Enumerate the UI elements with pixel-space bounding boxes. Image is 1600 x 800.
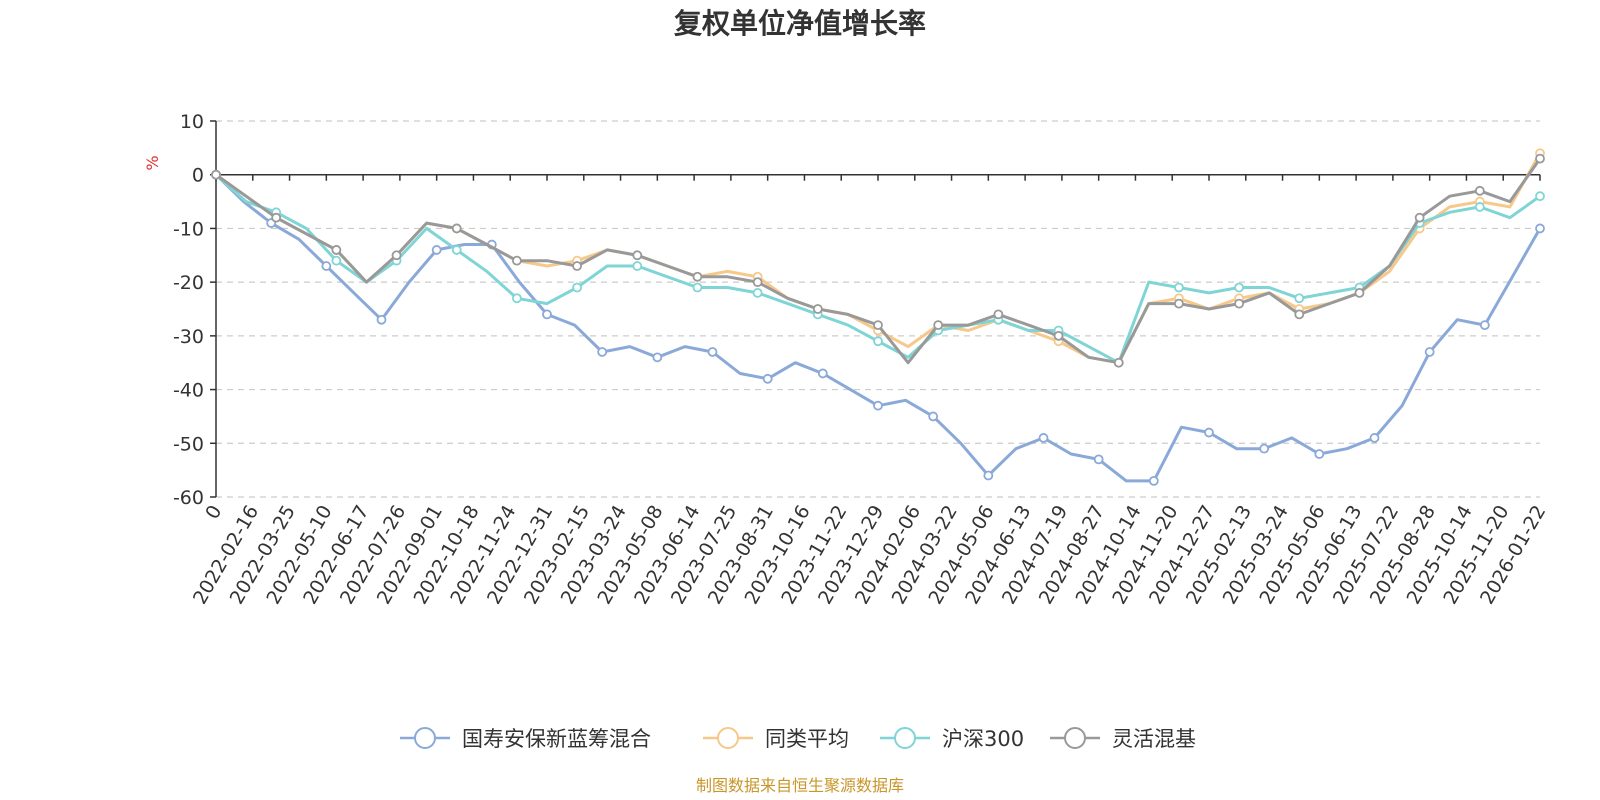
series-0-point-4 xyxy=(321,261,332,271)
legend-marker-2 xyxy=(894,727,916,749)
series-0-point-8 xyxy=(431,245,442,255)
series-0-point-24 xyxy=(873,400,883,411)
series-3-point-28 xyxy=(1053,330,1064,341)
series-3-point-18 xyxy=(752,277,763,288)
series-layer xyxy=(211,148,1545,486)
series-2-point-4 xyxy=(331,255,342,266)
series-2-point-16 xyxy=(692,282,703,293)
series-3-point-40 xyxy=(1414,212,1425,223)
series-0-point-40 xyxy=(1314,449,1325,459)
legend-label-1: 同类平均 xyxy=(765,727,849,751)
series-3-point-2 xyxy=(271,212,282,223)
series-0-point-20 xyxy=(762,373,773,384)
series-3-point-44 xyxy=(1535,153,1545,164)
legend-label-3: 灵活混基 xyxy=(1112,727,1196,751)
series-2-point-34 xyxy=(1234,282,1244,293)
series-0-point-48 xyxy=(1535,223,1545,234)
series-3-point-20 xyxy=(812,304,823,314)
series-0-point-42 xyxy=(1369,433,1380,443)
y-tick-label-5: -40 xyxy=(173,380,204,402)
series-3-point-10 xyxy=(512,255,522,266)
legend-item-3[interactable]: 灵活混基 xyxy=(1050,727,1196,751)
series-2-point-18 xyxy=(752,287,763,298)
axis-layer: 100-10-20-30-40-50-6002022-02-162022-03-… xyxy=(173,111,1550,608)
series-0-point-38 xyxy=(1259,443,1270,454)
y-tick-label-3: -20 xyxy=(173,272,204,294)
series-0-point-30 xyxy=(1038,433,1049,443)
y-tick-label-7: -60 xyxy=(173,487,204,509)
y-tick-label-4: -30 xyxy=(173,326,204,348)
series-2 xyxy=(211,169,1545,368)
series-3-point-8 xyxy=(451,223,462,234)
legend-item-1[interactable]: 同类平均 xyxy=(703,727,849,751)
series-2-point-14 xyxy=(632,261,643,271)
chart-title: 复权单位净值增长率 xyxy=(674,7,926,40)
series-1 xyxy=(211,148,1545,368)
series-3 xyxy=(211,153,1545,368)
series-2-point-12 xyxy=(572,282,582,293)
legend-label-2: 沪深300 xyxy=(942,727,1024,751)
y-tick-label-0: 10 xyxy=(180,111,204,133)
series-0-point-46 xyxy=(1479,320,1490,331)
series-0-point-34 xyxy=(1148,475,1159,486)
series-0-point-28 xyxy=(983,470,994,481)
series-0-point-6 xyxy=(376,314,387,325)
legend-marker-0 xyxy=(414,727,436,749)
series-2-point-32 xyxy=(1174,282,1184,293)
series-3-point-38 xyxy=(1354,287,1365,298)
legend-marker-1 xyxy=(717,727,739,749)
series-3-point-30 xyxy=(1113,357,1124,368)
y-tick-label-2: -10 xyxy=(173,218,204,240)
series-2-point-44 xyxy=(1535,191,1545,202)
series-3-point-26 xyxy=(993,309,1004,320)
grid-layer xyxy=(216,120,1540,498)
series-2-point-22 xyxy=(873,336,883,347)
series-2-point-42 xyxy=(1474,202,1485,212)
series-3-point-4 xyxy=(331,245,342,255)
series-3-point-24 xyxy=(933,320,944,331)
series-2-point-10 xyxy=(512,293,522,304)
series-0-point-26 xyxy=(928,411,939,422)
series-3-point-16 xyxy=(692,271,703,282)
series-3-point-36 xyxy=(1294,309,1305,320)
source-note: 制图数据来自恒生聚源数据库 xyxy=(696,776,904,795)
y-tick-label-1: 0 xyxy=(192,165,204,187)
series-3-point-42 xyxy=(1474,185,1485,196)
series-3-point-14 xyxy=(632,250,643,261)
series-2-point-36 xyxy=(1294,293,1305,304)
y-tick-label-6: -50 xyxy=(173,433,204,455)
series-0-point-12 xyxy=(542,309,552,320)
series-3-point-12 xyxy=(572,261,582,271)
series-0-point-18 xyxy=(707,347,718,357)
y-axis-unit: % xyxy=(143,155,162,170)
series-0-point-14 xyxy=(597,347,608,357)
series-0-point-36 xyxy=(1204,427,1214,438)
legend[interactable]: 国寿安保新蓝筹混合 同类平均 沪深300 灵活混基 xyxy=(400,727,1196,751)
series-3-point-32 xyxy=(1174,298,1184,309)
legend-item-2[interactable]: 沪深300 xyxy=(880,727,1024,751)
legend-marker-3 xyxy=(1064,727,1086,749)
series-3-point-34 xyxy=(1234,298,1244,309)
series-3-point-6 xyxy=(391,250,402,261)
x-tick-label-0: 0 xyxy=(201,502,226,523)
series-0-point-44 xyxy=(1424,347,1435,357)
series-2-point-8 xyxy=(451,245,462,255)
series-3-point-22 xyxy=(873,320,883,331)
series-3-point-0 xyxy=(211,169,221,180)
legend-item-0[interactable]: 国寿安保新蓝筹混合 xyxy=(400,727,651,751)
series-0-point-22 xyxy=(817,368,828,379)
series-0-point-16 xyxy=(652,352,663,363)
legend-label-0: 国寿安保新蓝筹混合 xyxy=(462,727,651,751)
series-0-point-32 xyxy=(1093,454,1104,465)
series-0 xyxy=(211,169,1545,486)
